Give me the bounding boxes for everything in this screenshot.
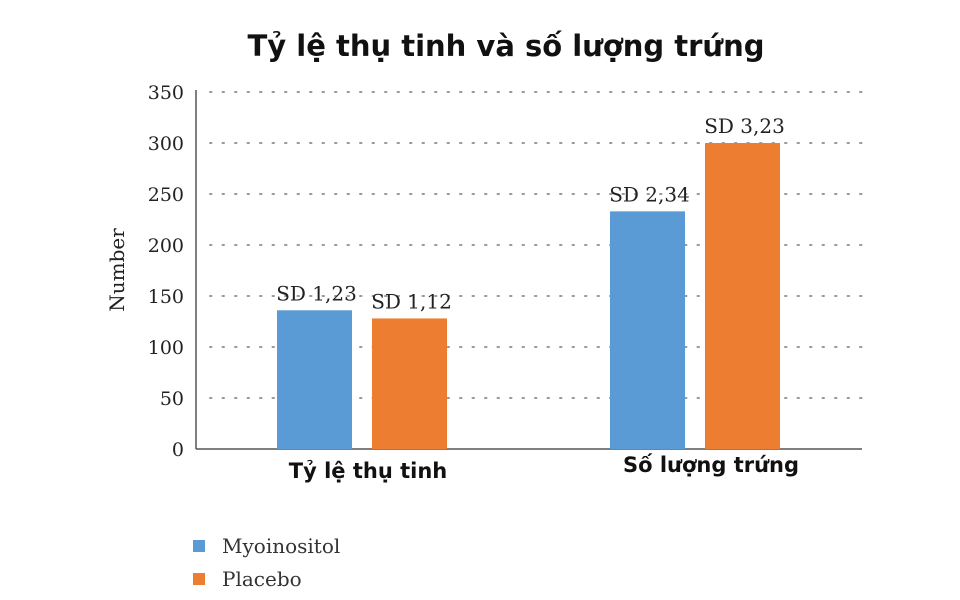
legend-label: Placebo [222,567,302,591]
y-tick-label: 350 [148,82,184,104]
y-tick-label: 250 [148,184,184,206]
x-category-label: Số lượng trứng [623,453,799,477]
data-label: SD 2,34 [609,182,690,206]
bars [277,143,780,449]
data-label: SD 3,23 [704,114,785,138]
y-tick-label: 300 [148,133,184,155]
y-tick-label: 200 [148,235,184,257]
y-tick-label: 0 [172,439,184,461]
data-label: SD 1,23 [276,281,357,305]
bar [610,211,685,449]
legend-swatch [193,540,205,552]
y-axis-label: Number [105,228,129,312]
gridlines [209,91,863,399]
y-tick-label: 100 [148,337,184,359]
data-labels: SD 1,23 SD 1,12 SD 2,34 SD 3,23 [276,114,785,313]
x-category-label: Tỷ lệ thụ tinh [289,459,447,483]
y-tick-label: 50 [160,388,184,410]
chart-title: Tỷ lệ thụ tinh và số lượng trứng [247,29,764,63]
bar [277,310,352,449]
bar [372,318,447,449]
legend-label: Myoinositol [222,534,340,558]
data-label: SD 1,12 [371,289,452,313]
legend: Myoinositol Placebo [193,534,340,591]
bar [705,143,780,449]
y-tick-label: 150 [148,286,184,308]
legend-swatch [193,573,205,585]
